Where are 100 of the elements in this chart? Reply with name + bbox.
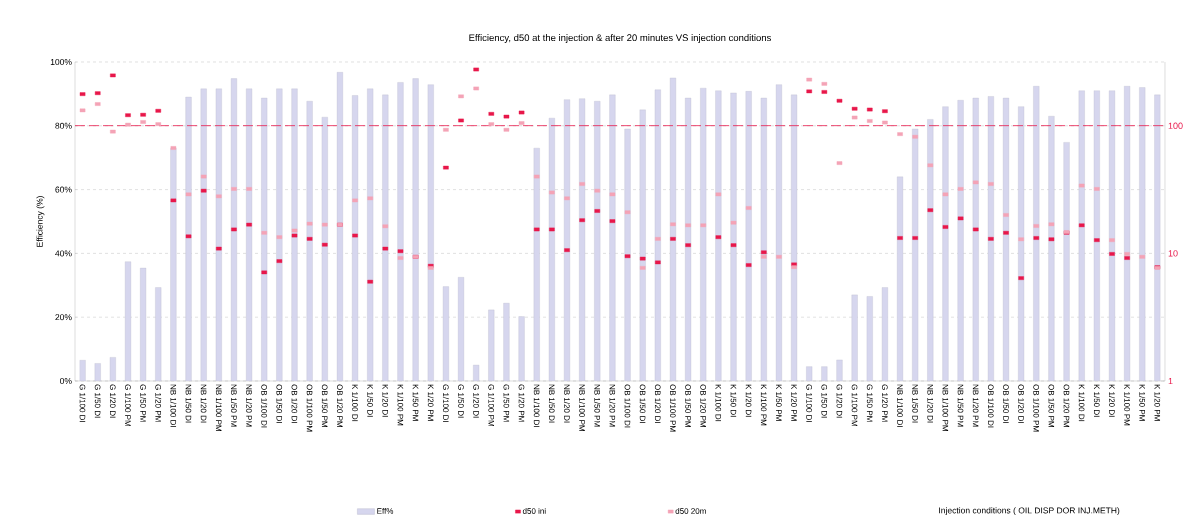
x-tick-label: G 1/100 PM [851,384,858,427]
bar [669,77,676,381]
bar [397,82,404,381]
bar [1002,97,1010,381]
bar [639,109,646,381]
x-tick-label: NB 1/20 DI [927,384,934,423]
x-tick-label: K 1/50 DI [730,384,737,417]
x-tick-label: NB 1/100 DI [170,384,177,427]
bar [321,117,328,381]
bar [367,88,374,381]
bar [306,101,313,381]
x-tick-label: G 1/50 DI [458,384,464,418]
x-tick-label: NB 1/50 DI [185,384,192,423]
bar [382,94,389,381]
bar [745,91,752,381]
x-tick-label: NB 1/100 PM [215,384,222,431]
x-tick-label: K 1/20 DI [382,384,389,417]
legend-label: d50 ini [522,508,546,514]
bar [1139,87,1146,381]
x-tick-label: K 1/100 DI [352,384,359,422]
bar [897,176,904,381]
x-tick-label: NB 1/50 DI [548,384,555,423]
bar [1078,90,1085,381]
x-tick-label: K 1/100 PM [397,384,404,426]
y2-tick-label: 10 [1168,250,1178,257]
y-tick-label: 0% [60,378,72,384]
x-tick-label: OB 1/20 PM [700,384,707,427]
x-tick-label: K 1/20 PM [1154,384,1161,421]
bar [563,99,571,381]
y-tick-label: 100% [50,58,72,65]
x-tick-label: OB 1/100 PM [670,384,676,432]
x-tick-label: OB 1/50 PM [685,384,692,427]
x-tick-label: K 1/100 PM [760,384,767,426]
bar [1018,106,1025,381]
bar [1063,142,1070,381]
x-tick-label: G 1/50 PM [503,384,510,422]
x-tick-label: K 1/20 PM [427,384,434,421]
bar [1124,86,1131,381]
x-tick-label: G 1/20 PM [518,384,525,422]
bar [170,147,177,381]
x-tick-label: OB 1/100 PM [306,384,313,432]
x-tick-label: G 1/100 PM [488,384,495,427]
x-tick-label: K 1/100 PM [1124,384,1131,426]
bar [700,88,707,381]
x-tick-label: K 1/20 PM [791,384,798,421]
x-tick-label: G 1/50 DI [94,384,101,418]
x-tick-label: G 1/100 PM [125,384,131,427]
bar [927,119,934,381]
x-tick-label: K 1/50 DI [367,384,374,417]
y-tick-label: 60% [55,186,72,193]
x-tick-label: NB 1/20 DI [200,384,207,423]
x-tick-label: NB 1/50 DI [912,384,919,423]
x-tick-label: NB 1/100 PM [942,384,949,431]
bar [412,78,419,381]
x-tick-label: NB 1/100 DI [533,384,540,427]
bar [775,84,782,381]
x-tick-label: G 1/100 DI [806,384,813,422]
x-tick-label: NB 1/20 PM [609,384,616,427]
bar [261,97,268,381]
x-tick-label: K 1/20 DI [745,384,752,417]
x-tick-label: G 1/20 DI [836,384,843,418]
bar [1108,90,1116,381]
bar [654,89,661,381]
x-tick-label: NB 1/20 PM [246,384,253,427]
bar [215,88,222,381]
bar [230,78,237,381]
bar [579,98,586,381]
bar [352,95,359,381]
x-tick-label: OB 1/20 DI [1018,384,1025,423]
legend-label: d50 20m [675,508,706,514]
bar [533,147,540,381]
bar [624,128,631,381]
x-tick-label: NB 1/100 DI [897,384,903,427]
x-tick-label: G 1/20 PM [881,384,888,422]
x-tick-label: OB 1/50 DI [276,384,283,423]
x-tick-label: OB 1/20 DI [654,384,661,423]
x-tick-label: NB 1/50 PM [594,384,601,427]
bar [1033,86,1040,381]
x-tick-label: NB 1/100 PM [579,384,586,431]
bar [276,88,283,381]
bar [594,101,601,381]
y-tick-label: 40% [55,250,72,257]
bar [1048,116,1055,381]
bar [957,100,964,381]
bar [609,94,616,381]
x-tick-label: OB 1/100 DI [624,384,631,428]
y-tick-label: 20% [55,314,72,321]
bar [685,97,692,381]
bar [987,96,994,381]
bar [1154,94,1161,381]
x-tick-label: OB 1/100 DI [261,384,268,428]
bar [912,128,919,381]
chart-title: Efficiency, d50 at the injection & after 20 minutes VS injection conditions [469,34,771,43]
bar [548,117,555,381]
x-tick-label: OB 1/100 DI [987,384,994,428]
x-tick-label: G 1/50 PM [866,384,873,422]
x-tick-label: OB 1/50 DI [1003,384,1009,423]
x-tick-label: OB 1/50 PM [1048,384,1055,427]
x-tick-label: NB 1/20 DI [564,384,570,423]
x-tick-label: G 1/50 PM [140,384,147,422]
